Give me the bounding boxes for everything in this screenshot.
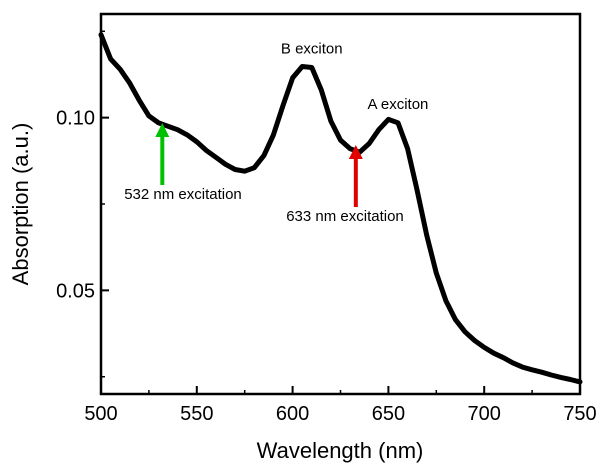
axis-ticks (100, 30, 581, 394)
x-tick-label: 700 (468, 403, 501, 425)
x-tick-label: 750 (563, 403, 596, 425)
x-tick-label: 550 (180, 403, 213, 425)
y-tick-label: 0.05 (56, 280, 95, 302)
excitation-arrows: 532 nm excitation 633 nm excitation (124, 123, 404, 225)
excitation-arrow-head (155, 123, 170, 137)
excitation-label: 532 nm excitation (124, 186, 242, 203)
annotations: B exciton A exciton (281, 41, 429, 113)
absorption-curve (98, 32, 583, 385)
y-axis-title: Absorption (a.u.) (8, 123, 33, 286)
x-tick-label: 500 (84, 403, 117, 425)
tick-labels: 500 550 600 650 700 750 0.05 0.10 (56, 108, 597, 425)
excitation-arrow-head (348, 145, 363, 159)
plot-frame (99, 12, 582, 396)
x-tick-label: 650 (372, 403, 405, 425)
x-tick-label: 600 (276, 403, 309, 425)
x-axis-title: Wavelength (nm) (257, 438, 424, 463)
peak-annotation: B exciton (281, 41, 343, 58)
excitation-label: 633 nm excitation (286, 208, 404, 225)
peak-annotation: A exciton (368, 96, 429, 113)
y-tick-label: 0.10 (56, 108, 95, 130)
